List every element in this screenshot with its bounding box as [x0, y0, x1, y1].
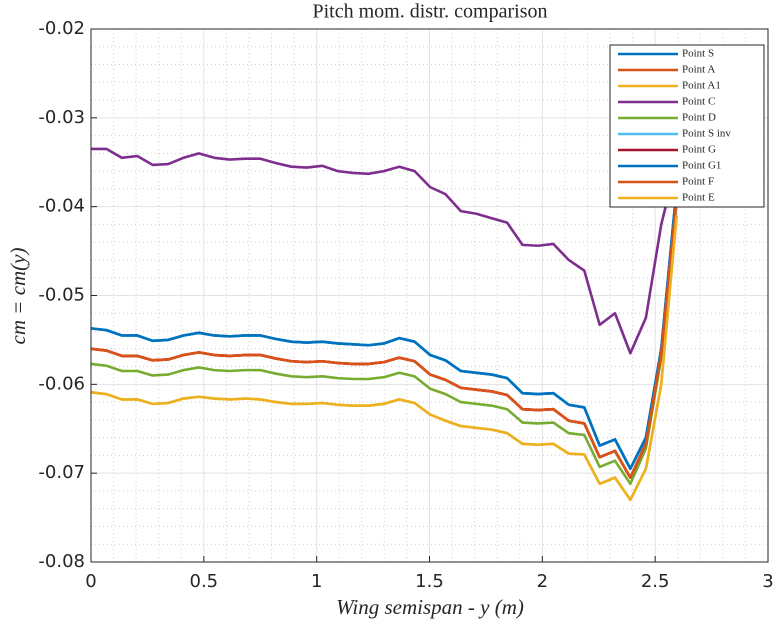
series-line	[91, 197, 678, 479]
x-axis-label: Wing semispan - y (m)	[336, 595, 524, 619]
legend-label: Point F	[682, 176, 714, 188]
x-tick-label: 2.5	[641, 571, 670, 592]
axes: 0 0.5 1 1.5 2 2.5 3 -0.08 -0.07 -0.06 -0.05 -0.04 -0…	[38, 18, 773, 592]
legend-label: Point G	[682, 144, 716, 156]
series-line	[91, 188, 678, 471]
legend-label: Point A1	[682, 80, 721, 92]
y-tick-label: -0.07	[38, 462, 85, 483]
legend: Point S Point A Point A1 Point C Point D Poin…	[609, 44, 765, 208]
legend-label: Point A	[682, 64, 715, 76]
legend-label: Point D	[682, 112, 716, 124]
legend-label: Point G1	[682, 160, 721, 172]
x-tick-label: 1	[311, 571, 322, 592]
y-tick-label: -0.08	[38, 551, 85, 572]
legend-box	[609, 44, 765, 208]
y-tick-label: -0.04	[38, 196, 85, 217]
axes-box	[90, 28, 769, 563]
series-line	[91, 147, 678, 355]
y-axis-label: cm = cm(y)	[6, 248, 30, 345]
x-tick-label: 3	[762, 571, 773, 592]
legend-label: Point C	[682, 96, 715, 108]
series-line	[91, 202, 678, 486]
legend-label: Point S inv	[682, 128, 731, 140]
y-tick-label: -0.05	[38, 285, 85, 306]
y-tick-label: -0.06	[38, 373, 85, 394]
legend-label: Point E	[682, 192, 715, 204]
y-tick-label: -0.02	[38, 18, 85, 39]
x-tick-label: 0	[85, 571, 96, 592]
lines	[91, 147, 678, 502]
x-tick-label: 1.5	[415, 571, 444, 592]
y-tick-label: -0.03	[38, 107, 85, 128]
chart-title: Pitch mom. distr. comparison	[313, 1, 548, 23]
series-line	[91, 215, 678, 502]
legend-label: Point S	[682, 48, 714, 60]
x-tick-label: 2	[537, 571, 548, 592]
x-tick-label: 0.5	[190, 571, 219, 592]
